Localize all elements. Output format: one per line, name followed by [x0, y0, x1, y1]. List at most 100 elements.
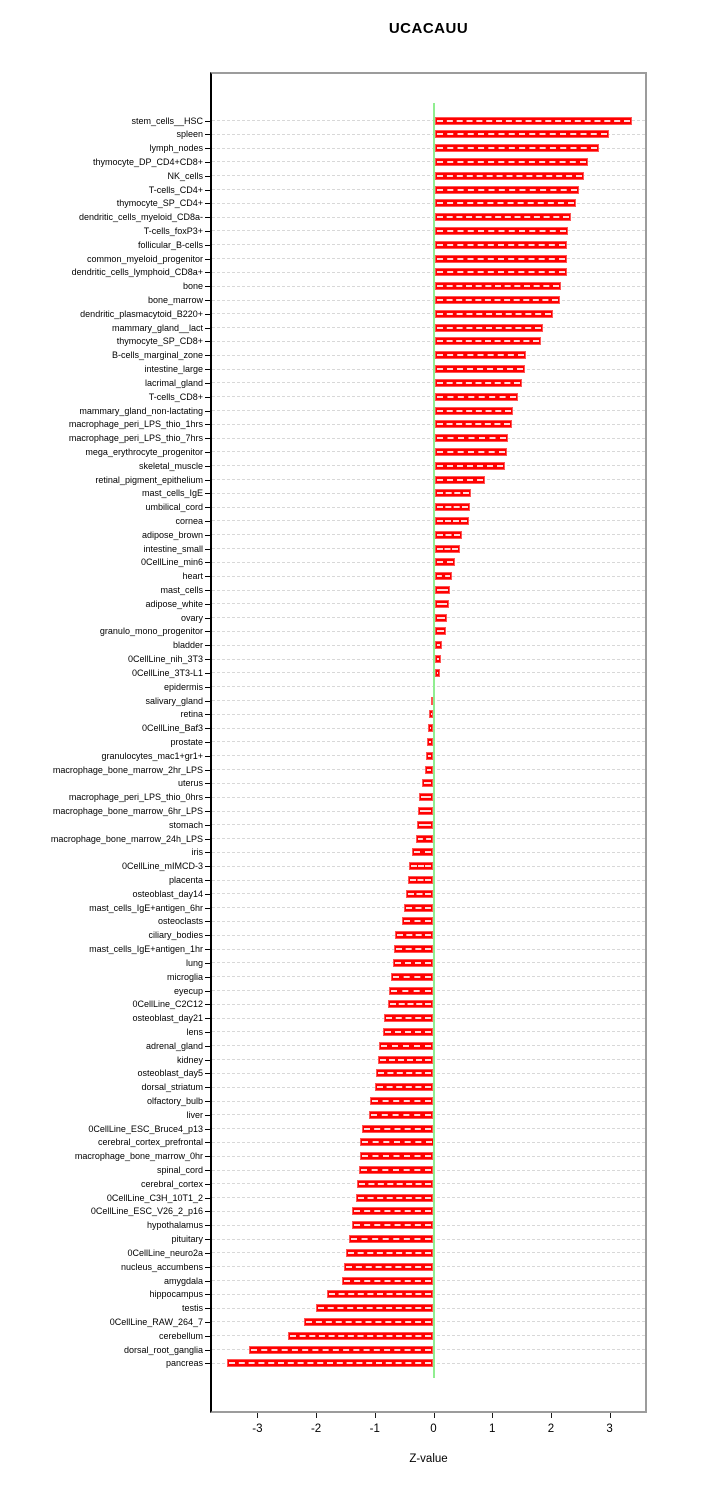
category-label: testis [181, 1303, 203, 1314]
category-label: 0CellLine_RAW_264_7 [109, 1316, 203, 1327]
category-label: 0CellLine_Baf3 [141, 723, 203, 734]
bar-dash-pattern [436, 492, 469, 495]
gridline [212, 340, 645, 342]
bar [434, 434, 509, 443]
category-label: amygdala [163, 1275, 203, 1286]
bar-dash-pattern [436, 478, 483, 481]
y-tick [205, 1266, 210, 1268]
y-tick [205, 1321, 210, 1323]
bar-dash-pattern [436, 160, 587, 163]
gridline [212, 147, 645, 149]
category-label: retina [180, 709, 203, 720]
y-tick [205, 465, 210, 467]
x-tick-label: -2 [310, 1423, 322, 1435]
y-tick [205, 1183, 210, 1185]
y-tick [205, 1363, 210, 1365]
bar-dash-pattern [436, 354, 525, 357]
x-axis-title: Z-value [409, 1453, 448, 1465]
bar-dash-pattern [350, 1238, 432, 1241]
x-tick [316, 1413, 318, 1418]
bar-dash-pattern [429, 740, 432, 743]
category-label: cerebellum [158, 1330, 203, 1341]
category-label: dendritic_cells_lymphoid_CD8a+ [71, 267, 203, 278]
y-tick [205, 1114, 210, 1116]
bar-dash-pattern [436, 533, 460, 536]
category-label: liver [186, 1109, 203, 1120]
gridline [212, 589, 645, 591]
bar [434, 503, 471, 512]
bar-dash-pattern [406, 906, 432, 909]
y-tick [205, 990, 210, 992]
y-tick [205, 686, 210, 688]
bar-dash-pattern [353, 1224, 432, 1227]
y-tick [205, 1059, 210, 1061]
bar [434, 627, 447, 636]
category-label: bone [182, 281, 203, 292]
bar [434, 144, 599, 153]
category-label: salivary_gland [145, 695, 203, 706]
bar-dash-pattern [403, 920, 432, 923]
category-label: T-cells_CD4+ [148, 184, 203, 195]
bar-dash-pattern [390, 989, 432, 992]
y-tick [205, 659, 210, 661]
category-label: ciliary_bodies [148, 930, 203, 941]
bar [434, 378, 522, 387]
y-tick [205, 783, 210, 785]
category-label: skeletal_muscle [138, 460, 203, 471]
gridline [212, 658, 645, 660]
bar [434, 116, 633, 125]
gridline [212, 561, 645, 563]
y-tick [205, 548, 210, 550]
gridline [212, 396, 645, 398]
bar [434, 365, 526, 374]
bar-dash-pattern [436, 216, 569, 219]
y-tick [205, 1087, 210, 1089]
category-label: 0CellLine_C3H_10T1_2 [106, 1192, 203, 1203]
gridline [212, 672, 645, 674]
gridline [212, 603, 645, 605]
category-label: bladder [172, 640, 203, 651]
category-label: stem_cells__HSC [131, 115, 203, 126]
y-tick [205, 1335, 210, 1337]
y-tick [205, 438, 210, 440]
category-label: uterus [177, 778, 203, 789]
bar-dash-pattern [359, 1182, 432, 1185]
category-label: macrophage_peri_LPS_thio_7hrs [68, 433, 203, 444]
y-tick [205, 921, 210, 923]
category-label: common_myeloid_progenitor [86, 253, 203, 264]
x-tick-label: -1 [369, 1423, 380, 1435]
y-tick [205, 866, 210, 868]
gridline [212, 492, 645, 494]
category-label: mast_cells [160, 585, 203, 596]
category-label: osteoblast_day21 [132, 1013, 203, 1024]
bar-dash-pattern [379, 1058, 432, 1061]
y-tick [205, 230, 210, 232]
bar-dash-pattern [436, 630, 445, 633]
gridline [212, 423, 645, 425]
bar-dash-pattern [251, 1348, 432, 1351]
category-label: lacrimal_gland [144, 377, 203, 388]
bar-dash-pattern [436, 133, 607, 136]
category-label: kidney [176, 1054, 203, 1065]
y-tick [205, 1239, 210, 1241]
bar-dash-pattern [360, 1169, 432, 1172]
gridline [212, 534, 645, 536]
y-tick [205, 148, 210, 150]
y-tick [205, 1252, 210, 1254]
bar-dash-pattern [436, 671, 439, 674]
category-label: granulo_mono_progenitor [99, 626, 203, 637]
y-tick [205, 838, 210, 840]
y-tick [205, 769, 210, 771]
plot-area [210, 72, 647, 1413]
gridline [212, 520, 645, 522]
bar [434, 309, 554, 318]
bar-dash-pattern [429, 727, 432, 730]
gridline [212, 700, 645, 702]
bar-dash-pattern [436, 602, 448, 605]
y-tick [205, 120, 210, 122]
y-tick [205, 479, 210, 481]
bar-dash-pattern [436, 381, 520, 384]
y-tick [205, 907, 210, 909]
y-tick [205, 811, 210, 812]
bar-dash-pattern [436, 312, 552, 315]
